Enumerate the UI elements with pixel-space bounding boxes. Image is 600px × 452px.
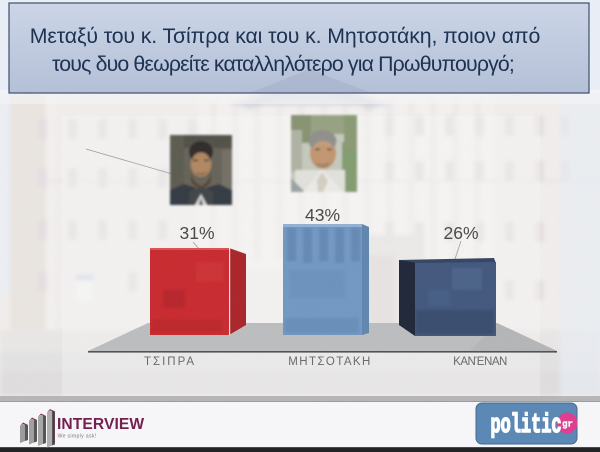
- svg-text:politic: politic: [491, 411, 562, 441]
- svg-text:31%: 31%: [179, 223, 214, 243]
- svg-text:We simply ask!: We simply ask!: [58, 434, 97, 440]
- svg-text:Μεταξύ του κ. Τσίπρα και του κ: Μεταξύ του κ. Τσίπρα και του κ. Μητσοτάκ…: [30, 24, 540, 48]
- svg-text:INTERVIEW: INTERVIEW: [57, 416, 144, 433]
- svg-text:26%: 26%: [443, 223, 478, 243]
- svg-text:43%: 43%: [305, 205, 340, 225]
- svg-text:ΚΑΝΈΝΑΝ: ΚΑΝΈΝΑΝ: [453, 356, 507, 368]
- svg-text:ΜΗΤΣΟΤΑΚΗ: ΜΗΤΣΟΤΑΚΗ: [288, 356, 371, 368]
- svg-text:τους δυο θεωρείτε καταλληλότερ: τους δυο θεωρείτε καταλληλότερο για Πρωθ…: [52, 52, 514, 76]
- svg-text:ΤΣΙΠΡΑ: ΤΣΙΠΡΑ: [144, 356, 196, 368]
- svg-text:gr: gr: [562, 420, 573, 430]
